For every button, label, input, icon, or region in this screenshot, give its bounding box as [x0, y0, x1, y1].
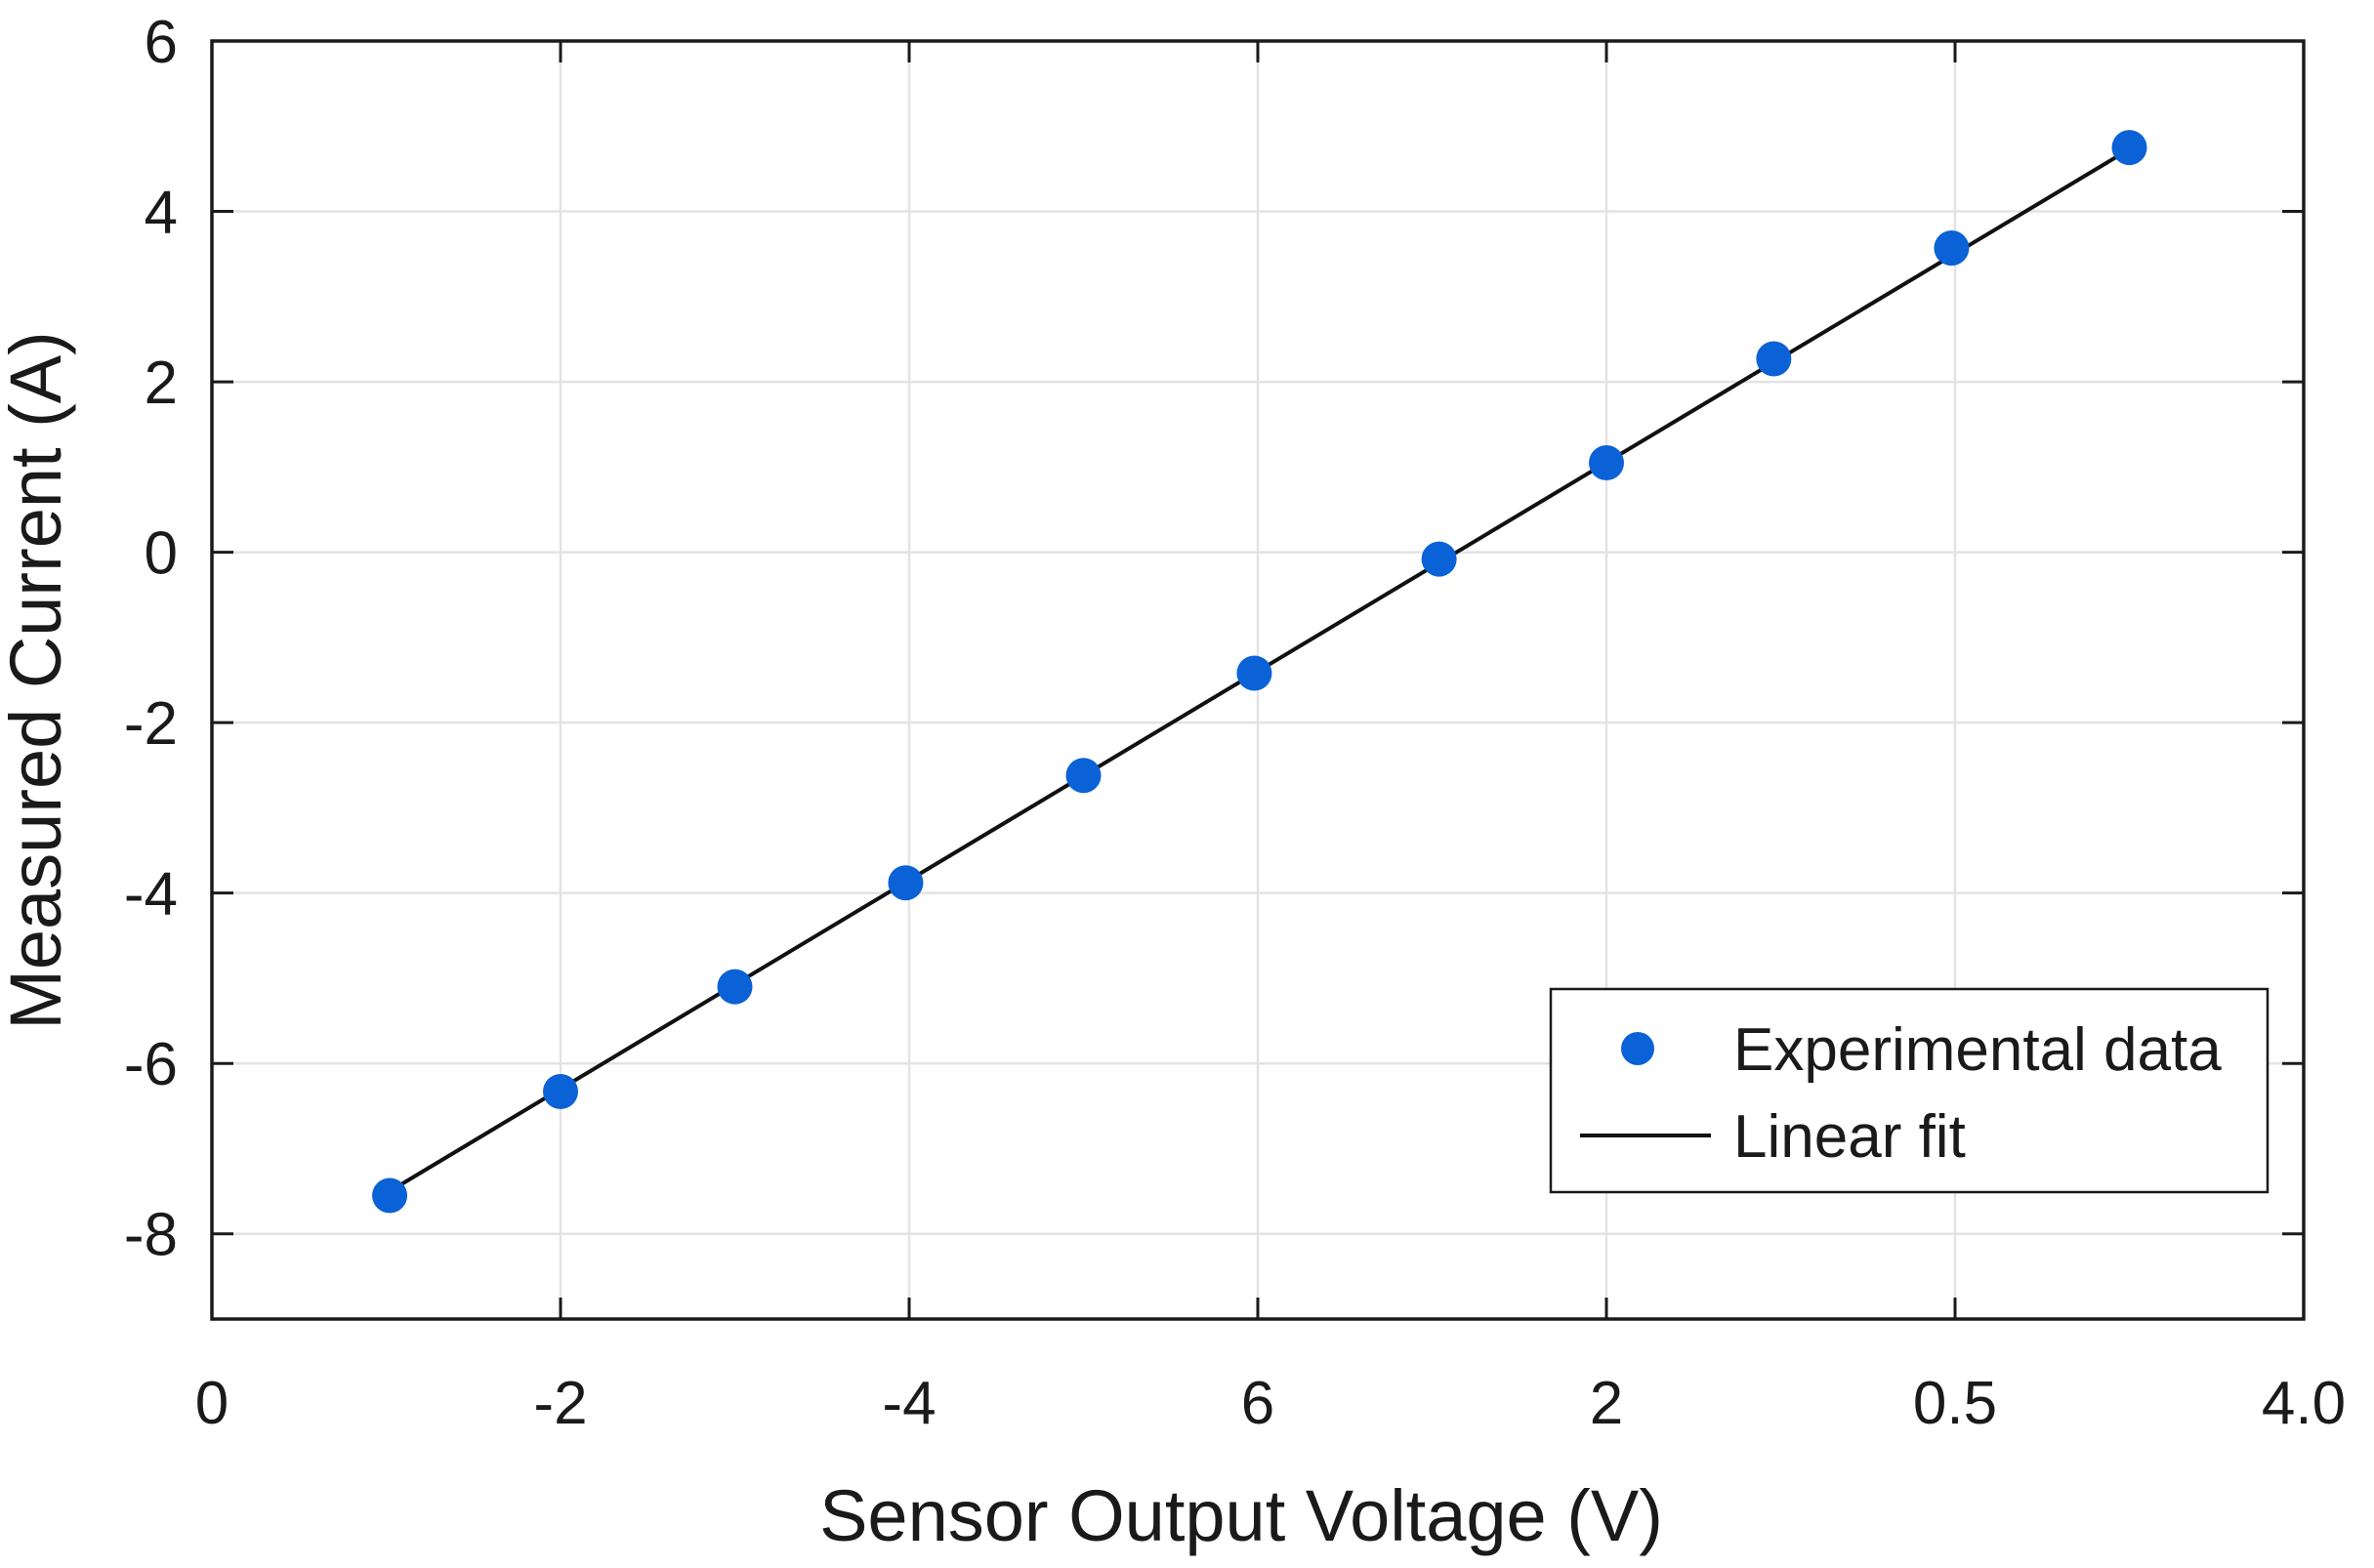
y-tick-label: -2: [124, 690, 178, 758]
x-tick-label: -2: [533, 1370, 587, 1437]
x-tick-label: 4.0: [2262, 1370, 2346, 1437]
data-point: [1589, 444, 1624, 480]
data-point: [888, 865, 924, 901]
legend-box: [1549, 987, 2270, 1194]
x-tick-label: 2: [1590, 1370, 1623, 1437]
data-point: [543, 1073, 578, 1109]
x-tick-label: -4: [882, 1370, 936, 1437]
y-tick-label: 2: [145, 350, 178, 417]
y-tick-label: 6: [145, 9, 178, 76]
data-series: [372, 130, 2147, 1214]
data-point: [2111, 130, 2147, 166]
y-tick-label: -4: [124, 861, 178, 928]
data-point: [1934, 230, 1970, 267]
legend-label-experimental-data: Experimental data: [1733, 1016, 2222, 1084]
data-point: [1236, 655, 1272, 691]
x-tick-label: 6: [1241, 1370, 1274, 1437]
x-tick-label: 0: [195, 1370, 229, 1437]
y-tick-label: 4: [145, 180, 178, 247]
data-point: [1065, 758, 1102, 794]
x-tick-labels: 0 -2 -4 6 2 0.5 4.0: [195, 1370, 2346, 1437]
data-point: [1756, 341, 1792, 377]
plot-frame: [210, 39, 2306, 1321]
x-axis-title: Sensor Output Voltage (V): [819, 1475, 1663, 1556]
y-tick-label: -8: [124, 1202, 178, 1269]
x-tick-label: 0.5: [1913, 1370, 1997, 1437]
legend-label-linear-fit: Linear fit: [1733, 1103, 1966, 1171]
legend: Experimental data Linear fit: [1549, 987, 2270, 1194]
data-point: [1421, 541, 1457, 577]
y-tick-label: -6: [124, 1031, 178, 1098]
data-point: [372, 1177, 408, 1214]
y-axis-title: Measured Current (A): [0, 331, 76, 1030]
y-tick-label: 0: [145, 520, 178, 588]
data-point: [717, 969, 753, 1005]
y-tick-labels: 6 4 2 0 -2 -4 -6 -8: [124, 9, 178, 1269]
legend-marker-experimental-data: [1621, 1032, 1654, 1065]
